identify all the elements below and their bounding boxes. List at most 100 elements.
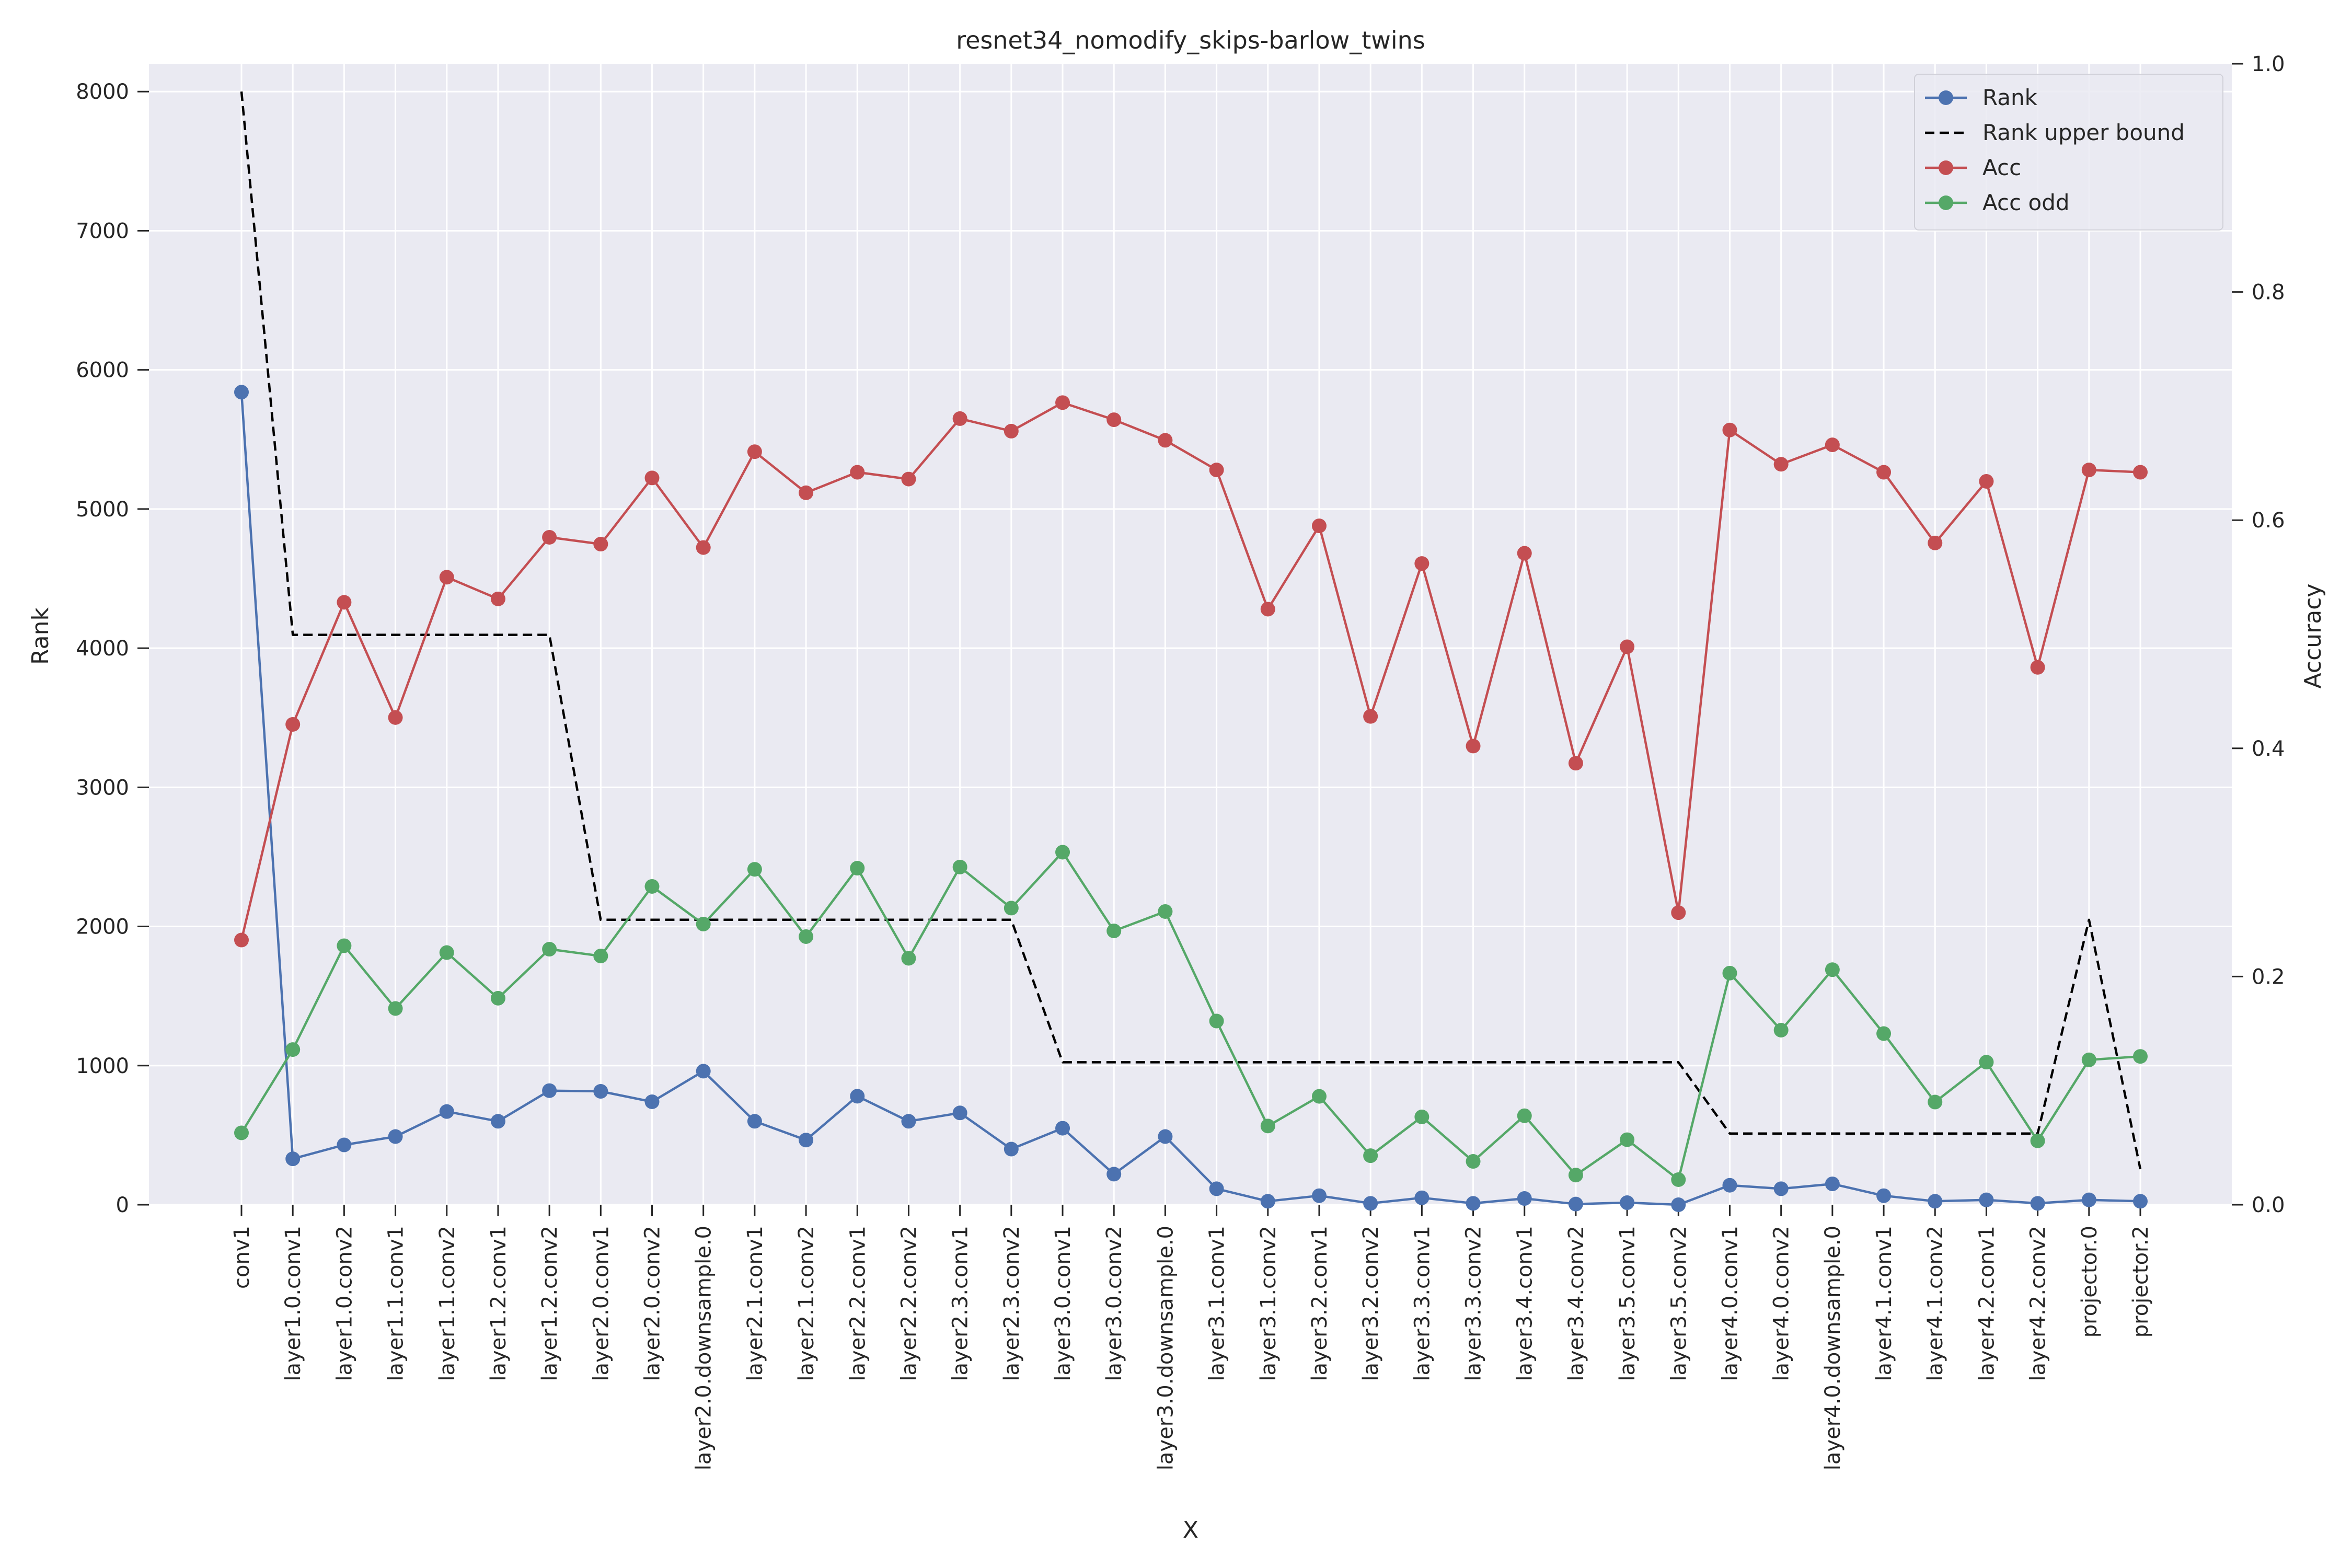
data-point-acc-odd bbox=[1209, 1013, 1224, 1029]
x-tick-label: layer2.0.conv2 bbox=[641, 1226, 665, 1381]
x-tick-label: projector.2 bbox=[2129, 1226, 2153, 1338]
data-point-acc-odd bbox=[1928, 1094, 1943, 1110]
data-point-acc-odd bbox=[1517, 1108, 1532, 1123]
data-point-acc bbox=[593, 537, 608, 552]
y-tick-label-left: 4000 bbox=[76, 637, 129, 661]
data-point-rank bbox=[593, 1084, 608, 1099]
x-tick-label: layer1.0.conv2 bbox=[332, 1226, 356, 1381]
legend-marker-rank bbox=[1939, 90, 1953, 105]
y-tick-label-right: 0.2 bbox=[2252, 965, 2285, 989]
data-point-acc bbox=[1928, 535, 1943, 550]
y-tick-label-right: 0.0 bbox=[2252, 1193, 2285, 1217]
x-tick-label: layer2.2.conv1 bbox=[846, 1226, 870, 1381]
data-point-rank bbox=[696, 1064, 711, 1079]
y-axis-label-left: Rank bbox=[27, 607, 54, 665]
x-tick-label: layer1.1.conv2 bbox=[435, 1226, 459, 1381]
data-point-acc-odd bbox=[1363, 1148, 1378, 1163]
data-point-acc-odd bbox=[234, 1125, 249, 1140]
data-point-acc-odd bbox=[1876, 1026, 1892, 1041]
x-tick-label: layer2.2.conv2 bbox=[897, 1226, 921, 1381]
data-point-acc-odd bbox=[542, 942, 557, 957]
data-point-acc bbox=[1979, 474, 1994, 489]
x-axis-label: X bbox=[1183, 1517, 1198, 1543]
y-axis-label-right: Accuracy bbox=[2300, 584, 2326, 689]
data-point-acc-odd bbox=[388, 1001, 403, 1016]
data-point-rank bbox=[1722, 1178, 1737, 1193]
x-tick-label: layer1.0.conv1 bbox=[281, 1226, 305, 1381]
data-point-acc-odd bbox=[1260, 1119, 1275, 1134]
data-point-acc-odd bbox=[285, 1042, 301, 1057]
data-point-rank bbox=[1979, 1192, 1994, 1207]
data-point-rank bbox=[1363, 1196, 1378, 1211]
data-point-acc bbox=[1825, 437, 1840, 453]
data-point-acc-odd bbox=[799, 929, 814, 944]
legend-label-rank-upper-bound: Rank upper bound bbox=[1982, 120, 2185, 145]
legend-label-rank: Rank bbox=[1982, 85, 2038, 110]
data-point-acc bbox=[2030, 660, 2045, 675]
data-point-acc-odd bbox=[1466, 1154, 1481, 1169]
data-point-acc-odd bbox=[593, 949, 608, 964]
x-tick-label: conv1 bbox=[230, 1226, 254, 1289]
x-tick-label: layer1.1.conv1 bbox=[384, 1226, 408, 1381]
y-tick-label-left: 8000 bbox=[76, 80, 129, 104]
data-point-rank bbox=[901, 1114, 916, 1129]
data-point-acc-odd bbox=[1106, 924, 1122, 939]
y-tick-label-left: 3000 bbox=[76, 776, 129, 800]
x-tick-label: layer2.3.conv1 bbox=[949, 1226, 973, 1381]
data-point-rank bbox=[1466, 1196, 1481, 1211]
data-point-acc bbox=[1517, 546, 1532, 561]
y-tick-label-left: 6000 bbox=[76, 359, 129, 383]
data-point-acc bbox=[542, 529, 557, 545]
data-point-rank bbox=[490, 1114, 505, 1129]
legend: Rank Rank upper bound Acc Acc odd bbox=[1914, 74, 2223, 230]
data-point-rank bbox=[439, 1104, 454, 1119]
y-tick-label-left: 2000 bbox=[76, 915, 129, 939]
data-point-acc-odd bbox=[490, 990, 505, 1006]
data-point-rank bbox=[1209, 1181, 1224, 1196]
data-point-rank bbox=[2081, 1192, 2096, 1207]
x-tick-label: layer4.2.conv1 bbox=[1975, 1226, 1999, 1381]
data-point-acc-odd bbox=[1825, 962, 1840, 977]
data-point-acc bbox=[1260, 602, 1275, 617]
data-point-rank bbox=[1825, 1177, 1840, 1192]
data-point-acc-odd bbox=[439, 945, 454, 960]
data-point-rank bbox=[337, 1137, 352, 1152]
data-point-acc bbox=[696, 540, 711, 555]
data-point-rank bbox=[285, 1151, 301, 1167]
data-point-acc-odd bbox=[1004, 901, 1019, 916]
data-point-acc bbox=[490, 591, 505, 606]
data-point-acc-odd bbox=[1414, 1109, 1429, 1124]
legend-label-acc-odd: Acc odd bbox=[1982, 190, 2070, 215]
data-point-acc-odd bbox=[2081, 1052, 2096, 1067]
series-line-acc-odd bbox=[240, 851, 2141, 1181]
data-point-rank bbox=[1055, 1121, 1070, 1136]
y-tick-label-right: 0.6 bbox=[2252, 509, 2285, 533]
x-tick-label: layer3.2.conv1 bbox=[1308, 1226, 1332, 1381]
data-point-acc bbox=[1106, 412, 1122, 428]
data-point-rank bbox=[234, 385, 249, 400]
x-tick-label: layer3.4.conv2 bbox=[1564, 1226, 1588, 1381]
x-tick-label: layer2.1.conv2 bbox=[794, 1226, 818, 1381]
x-tick-label: layer3.0.downsample.0 bbox=[1154, 1226, 1178, 1470]
data-point-acc-odd bbox=[1620, 1132, 1635, 1147]
y-tick-label-left: 1000 bbox=[76, 1054, 129, 1078]
data-point-rank bbox=[1158, 1129, 1173, 1144]
x-tick-label: layer1.2.conv1 bbox=[487, 1226, 511, 1381]
x-tick-label: layer4.0.conv2 bbox=[1770, 1226, 1794, 1381]
data-point-rank bbox=[1004, 1142, 1019, 1157]
data-point-acc-odd bbox=[1158, 904, 1173, 919]
data-point-rank bbox=[850, 1089, 865, 1104]
data-point-acc-odd bbox=[1671, 1172, 1686, 1187]
data-point-acc-odd bbox=[952, 859, 967, 874]
x-tick-label: layer3.3.conv1 bbox=[1410, 1226, 1434, 1381]
data-point-acc-odd bbox=[644, 879, 660, 894]
x-tick-label: layer3.2.conv2 bbox=[1359, 1226, 1383, 1381]
series-line-acc bbox=[240, 401, 2141, 941]
data-point-acc-odd bbox=[901, 951, 916, 966]
data-point-acc bbox=[337, 595, 352, 610]
x-tick-label: layer3.0.conv2 bbox=[1102, 1226, 1126, 1381]
data-point-rank bbox=[1517, 1191, 1532, 1206]
data-point-acc bbox=[1671, 905, 1686, 920]
data-point-acc-odd bbox=[1979, 1055, 1994, 1070]
x-tick-label: layer4.2.conv2 bbox=[2026, 1226, 2050, 1381]
